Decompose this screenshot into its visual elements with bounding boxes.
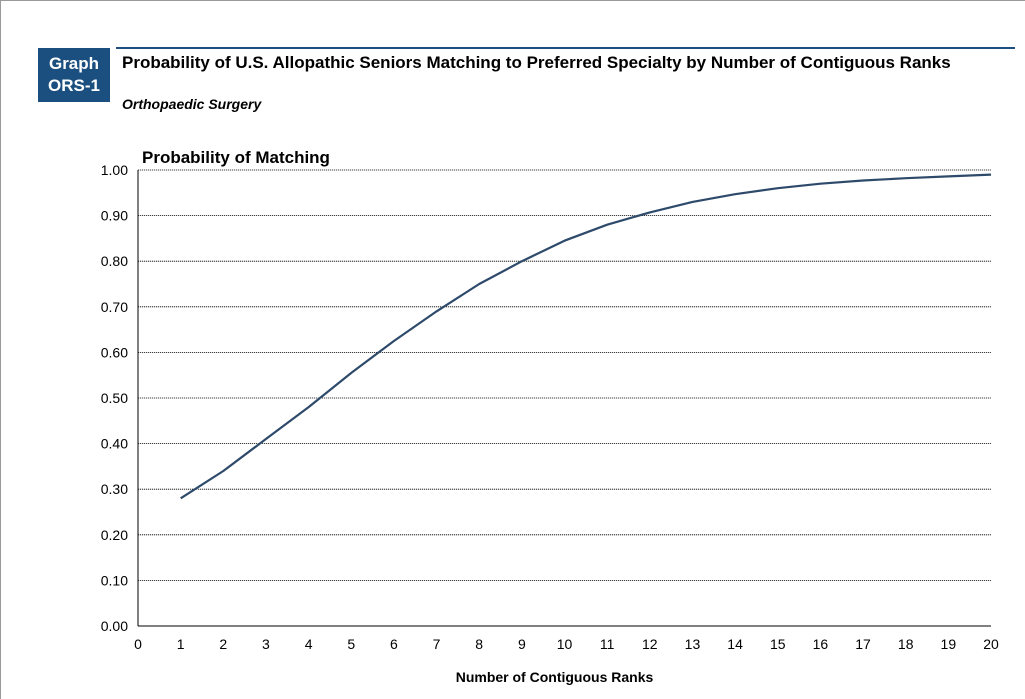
- y-tick-label: 0.50: [101, 390, 128, 406]
- y-tick-label: 0.60: [101, 344, 128, 360]
- x-tick-label: 13: [685, 636, 701, 652]
- x-tick-label: 9: [518, 636, 526, 652]
- x-tick-label: 19: [941, 636, 957, 652]
- figure-title: Probability of U.S. Allopathic Seniors M…: [122, 53, 951, 72]
- series-line: [180, 173, 992, 500]
- frame-top-border: [0, 0, 1025, 1]
- y-tick-label: 0.10: [101, 572, 128, 588]
- y-tick-label: 0.30: [101, 481, 128, 497]
- x-tick-label: 17: [855, 636, 871, 652]
- x-tick-label: 4: [305, 636, 313, 652]
- x-tick-label: 14: [727, 636, 743, 652]
- x-tick-label: 1: [177, 636, 185, 652]
- x-tick-label: 0: [134, 636, 142, 652]
- y-tick-label: 0.20: [101, 527, 128, 543]
- badge-line-1: Graph: [48, 54, 100, 73]
- y-tick-label: 0.90: [101, 208, 128, 224]
- figure-subtitle: Orthopaedic Surgery: [122, 96, 262, 112]
- graph-id-badge: Graph ORS-1: [38, 48, 110, 102]
- x-axis-label: Number of Contiguous Ranks: [456, 669, 654, 685]
- x-tick-label: 5: [347, 636, 355, 652]
- y-tick-label: 0.80: [101, 253, 128, 269]
- y-tick-label: 0.70: [101, 299, 128, 315]
- y-tick-label: 0.40: [101, 436, 128, 452]
- frame-left-border: [0, 0, 1, 699]
- badge-line-2: ORS-1: [48, 76, 100, 95]
- x-tick-label: 8: [475, 636, 483, 652]
- title-rule: [116, 47, 1015, 49]
- x-tick-label: 11: [600, 636, 615, 652]
- y-tick-label: 0.00: [101, 618, 128, 634]
- x-tick-label: 16: [813, 636, 829, 652]
- x-tick-label: 12: [642, 636, 658, 652]
- chart-title: Probability of Matching: [142, 148, 330, 167]
- x-tick-label: 2: [219, 636, 227, 652]
- x-tick-label: 18: [898, 636, 914, 652]
- x-tick-label: 3: [262, 636, 270, 652]
- y-tick-label: 1.00: [101, 162, 128, 178]
- x-tick-label: 6: [390, 636, 398, 652]
- x-tick-label: 10: [557, 636, 573, 652]
- x-tick-label: 20: [983, 636, 999, 652]
- x-tick-label: 7: [433, 636, 441, 652]
- x-tick-label: 15: [770, 636, 786, 652]
